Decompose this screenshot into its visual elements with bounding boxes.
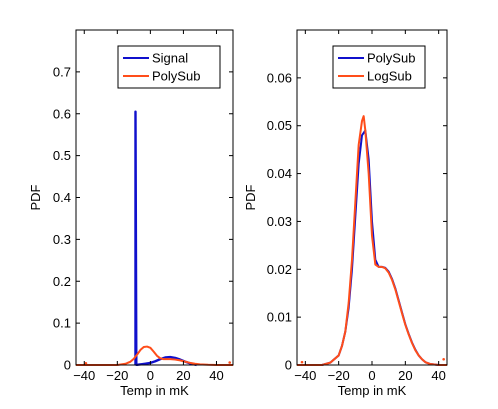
y-tick-label: 0.7 xyxy=(53,64,71,79)
y-tick-label: 0 xyxy=(64,358,71,373)
x-tick-label: −20 xyxy=(328,368,350,383)
outlier-point-2 xyxy=(442,357,445,361)
y-tick-label: 0.3 xyxy=(53,232,71,247)
y-tick-label: 0.05 xyxy=(267,118,292,133)
x-tick-label: 0 xyxy=(368,368,375,383)
y-tick-label: 0.02 xyxy=(267,262,292,277)
left-chart: −40 −20 0 20 40 0 0.1 0.2 0.3 0.4 0.5 0.6 0.7 Temp in… xyxy=(28,29,234,398)
x-tick-label: −40 xyxy=(73,368,95,383)
x-axis-label: Temp in mK xyxy=(338,383,407,398)
legend-label-1: Signal xyxy=(152,51,188,66)
right-chart: −40 −20 0 20 40 0 0.01 0.02 0.03 0.04 0.05 0.06 Temp… xyxy=(243,29,448,398)
y-tick-label: 0 xyxy=(285,358,292,373)
outlier-point-2 xyxy=(228,361,231,364)
series-line-2 xyxy=(297,115,447,366)
series-line-2 xyxy=(76,345,233,366)
outlier-point-1 xyxy=(300,360,304,364)
y-axis-label: PDF xyxy=(28,184,43,210)
y-tick-label: 0.2 xyxy=(53,274,71,289)
y-tick-label: 0.03 xyxy=(267,214,292,229)
x-tick-label: 40 xyxy=(431,368,445,383)
x-tick-label: 40 xyxy=(209,368,223,383)
y-tick-label: 0.6 xyxy=(53,106,71,121)
legend-label-2: LogSub xyxy=(367,69,412,84)
x-tick-label: −40 xyxy=(294,368,316,383)
y-axis-label: PDF xyxy=(243,184,258,210)
legend-label-1: PolySub xyxy=(367,51,415,66)
y-tick-label: 0.01 xyxy=(267,310,292,325)
x-tick-label: 20 xyxy=(176,368,190,383)
y-tick-label: 0.5 xyxy=(53,148,71,163)
x-tick-label: −20 xyxy=(106,368,128,383)
y-tick-label: 0.04 xyxy=(267,166,292,181)
legend-box xyxy=(332,45,426,89)
x-tick-label: 0 xyxy=(147,368,154,383)
x-tick-label: 20 xyxy=(398,368,412,383)
y-tick-label: 0.4 xyxy=(53,190,71,205)
x-axis-label: Temp in mK xyxy=(120,383,189,398)
y-tick-label: 0.06 xyxy=(267,70,292,85)
legend-box xyxy=(117,45,221,89)
legend-label-2: PolySub xyxy=(152,69,200,84)
outlier-point-1 xyxy=(84,362,88,365)
y-tick-label: 0.1 xyxy=(53,316,71,331)
